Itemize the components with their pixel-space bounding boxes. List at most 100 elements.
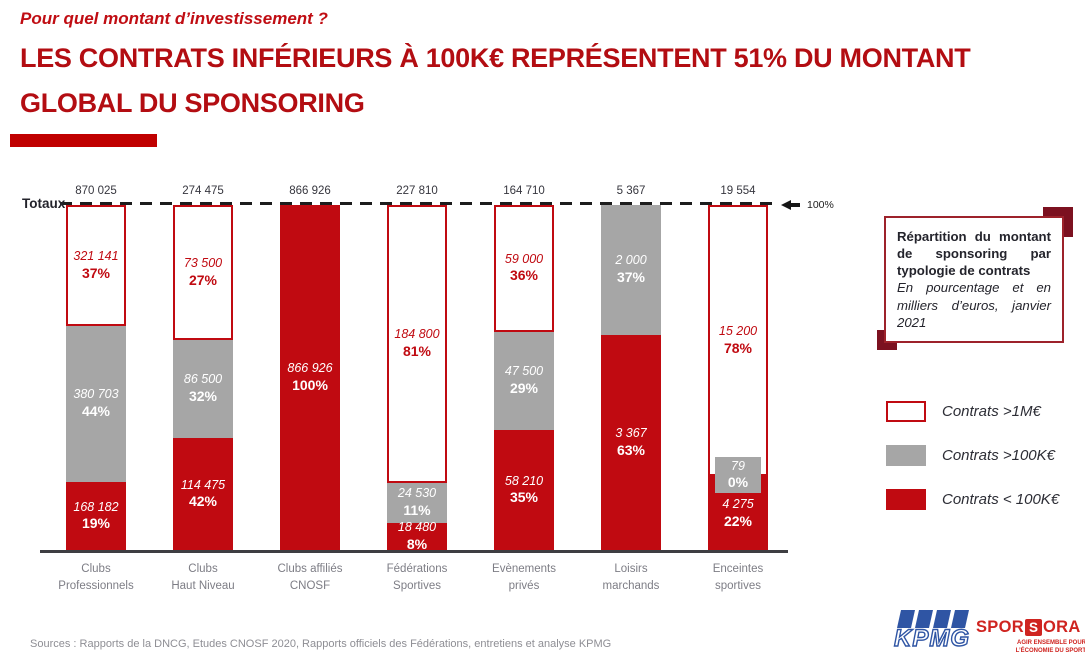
category-line1: Clubs (188, 563, 218, 575)
legend-label: Contrats >1M€ (942, 403, 1041, 420)
segment-value: 866 926 (287, 361, 333, 376)
segment-gt1m: 321 141 37% (66, 205, 126, 327)
page-title: LES CONTRATS INFÉRIEURS À 100K€ REPRÉSEN… (20, 36, 1040, 126)
accent-bar (10, 134, 157, 147)
segment-gt100k: 24 530 11% (387, 482, 447, 523)
sporsora-s-icon: S (1024, 619, 1042, 636)
bar-enceintes-sportives: 19 554 15 200 78% 4 275 22% 79 0% Encein… (708, 185, 768, 592)
bar-total: 870 025 (75, 185, 117, 197)
segment-pct: 22% (723, 512, 753, 529)
category-line1: Loisirs (614, 563, 648, 575)
segment-pct: 0% (727, 474, 749, 490)
totals-axis-label: Totaux (22, 196, 66, 211)
segment-lt100k: 168 182 19% (66, 481, 126, 551)
segment-value: 380 703 (73, 387, 119, 402)
category-line2: CNOSF (289, 579, 331, 592)
segment-value: 24 530 (397, 486, 437, 501)
segment-pct: 29% (509, 379, 539, 396)
bar-total: 227 810 (396, 185, 438, 197)
segment-pct: 8% (406, 536, 428, 553)
segment-gt1m: 73 500 27% (173, 205, 233, 340)
note-title: Répartition du montant de sponsoring par… (897, 229, 1051, 279)
segment-value: 86 500 (183, 372, 223, 387)
bar-total: 19 554 (720, 185, 756, 197)
sporsora-wordmark-post: ORA (1042, 618, 1081, 636)
category-line2: Professionnels (58, 579, 134, 592)
segment-pct: 32% (188, 387, 218, 404)
segment-pct: 78% (723, 339, 753, 356)
segment-gt1m: 59 000 36% (494, 205, 554, 332)
segment-lt100k: 58 210 35% (494, 429, 554, 551)
segment-gt100k: 380 703 44% (66, 326, 126, 482)
segment-gt1m: 184 800 81% (387, 205, 447, 483)
segment-value: 321 141 (73, 248, 119, 263)
category-label: Fédérations Sportives (357, 561, 477, 594)
segment-pct: 63% (616, 442, 646, 459)
segment-pct: 42% (188, 493, 218, 510)
segment-gt100k: 47 500 29% (494, 331, 554, 430)
category-line2: privés (508, 579, 540, 592)
category-label: Clubs Haut Niveau (143, 561, 263, 594)
segment-value: 47 500 (504, 364, 544, 379)
bar-federations-sportives: 227 810 184 800 81% 24 530 11% 18 480 8%… (387, 185, 448, 592)
sporsora-tagline-line2: L’ÉCONOMIE DU SPORT (1015, 648, 1085, 655)
category-line1: Fédérations (386, 563, 448, 575)
segment-value: 58 210 (504, 473, 544, 488)
legend-label: Contrats < 100K€ (942, 491, 1060, 508)
segment-pct: 19% (81, 515, 111, 532)
segment-gt100k-overlay: 79 0% (715, 456, 761, 493)
sporsora-tagline: AGIR ENSEMBLE POUR L’ÉCONOMIE DU SPORT (976, 639, 1085, 655)
segment-pct: 37% (81, 264, 111, 281)
segment-value: 2 000 (615, 253, 647, 268)
bar-total: 164 710 (503, 185, 545, 197)
segment-pct: 27% (188, 271, 218, 288)
category-label: Enceintes sportives (678, 561, 798, 594)
bar-total: 5 367 (616, 185, 646, 197)
category-line2: Haut Niveau (171, 579, 235, 592)
segment-lt100k: 114 475 42% (173, 437, 233, 551)
hundred-percent-label: 100% (807, 199, 834, 211)
legend-swatch-gt1m (886, 401, 926, 422)
segment-value: 3 367 (615, 426, 647, 441)
category-line1: Clubs (81, 563, 111, 575)
kpmg-logo: KPMG (893, 608, 973, 659)
category-line1: Enceintes (712, 563, 764, 575)
category-line2: marchands (602, 579, 660, 592)
legend-label: Contrats >100K€ (942, 447, 1055, 464)
segment-gt100k: 86 500 32% (173, 339, 233, 438)
bar-clubs-professionnels: 870 025 321 141 37% 380 703 44% 168 182 … (58, 185, 133, 592)
segment-value: 4 275 (722, 496, 754, 511)
legend-item-lt100k: Contrats < 100K€ (886, 489, 1059, 510)
segment-pct: 44% (81, 403, 111, 419)
sporsora-tagline-line1: AGIR ENSEMBLE POUR (1016, 640, 1085, 646)
category-line2: sportives (714, 579, 762, 592)
segment-pct: 36% (509, 267, 539, 284)
category-label: Loisirs marchands (571, 561, 691, 594)
legend-swatch-lt100k (886, 489, 926, 510)
bar-clubs-affilies-cnosf: 866 926 866 926 100% Clubs affiliés CNOS… (278, 185, 343, 592)
chart-note: Répartition du montant de sponsoring par… (877, 207, 1073, 350)
page-title-line2: GLOBAL DU SPONSORING (20, 88, 365, 118)
segment-value: 18 480 (397, 520, 437, 535)
arrow-left-icon (781, 200, 800, 210)
segment-value: 73 500 (183, 255, 223, 270)
category-line1: Clubs affiliés (277, 563, 343, 575)
category-label: Evènements privés (464, 561, 584, 594)
segment-value: 168 182 (73, 499, 119, 514)
sporsora-logo: SPOR S ORA AGIR ENSEMBLE POUR L’ÉCONOMIE… (976, 618, 1085, 655)
segment-value: 79 (731, 459, 745, 473)
segment-value: 184 800 (394, 327, 440, 342)
bar-total: 866 926 (289, 185, 331, 197)
bar-evenements-prives: 164 710 59 000 36% 47 500 29% 58 210 35%… (492, 185, 556, 592)
legend-item-gt1m: Contrats >1M€ (886, 401, 1041, 422)
segment-lt100k: 3 367 63% (601, 335, 661, 551)
segment-lt100k: 866 926 100% (280, 205, 340, 551)
page-title-line1: LES CONTRATS INFÉRIEURS À 100K€ REPRÉSEN… (20, 43, 971, 73)
segment-pct: 35% (509, 489, 539, 506)
category-label: Clubs Professionnels (36, 561, 156, 594)
sporsora-wordmark-pre: SPOR (976, 618, 1024, 636)
legend-swatch-gt100k (886, 445, 926, 466)
segment-value: 59 000 (504, 251, 544, 266)
note-subtitle: En pourcentage et en milliers d’euros, j… (897, 280, 1051, 330)
segment-pct: 37% (616, 269, 646, 286)
